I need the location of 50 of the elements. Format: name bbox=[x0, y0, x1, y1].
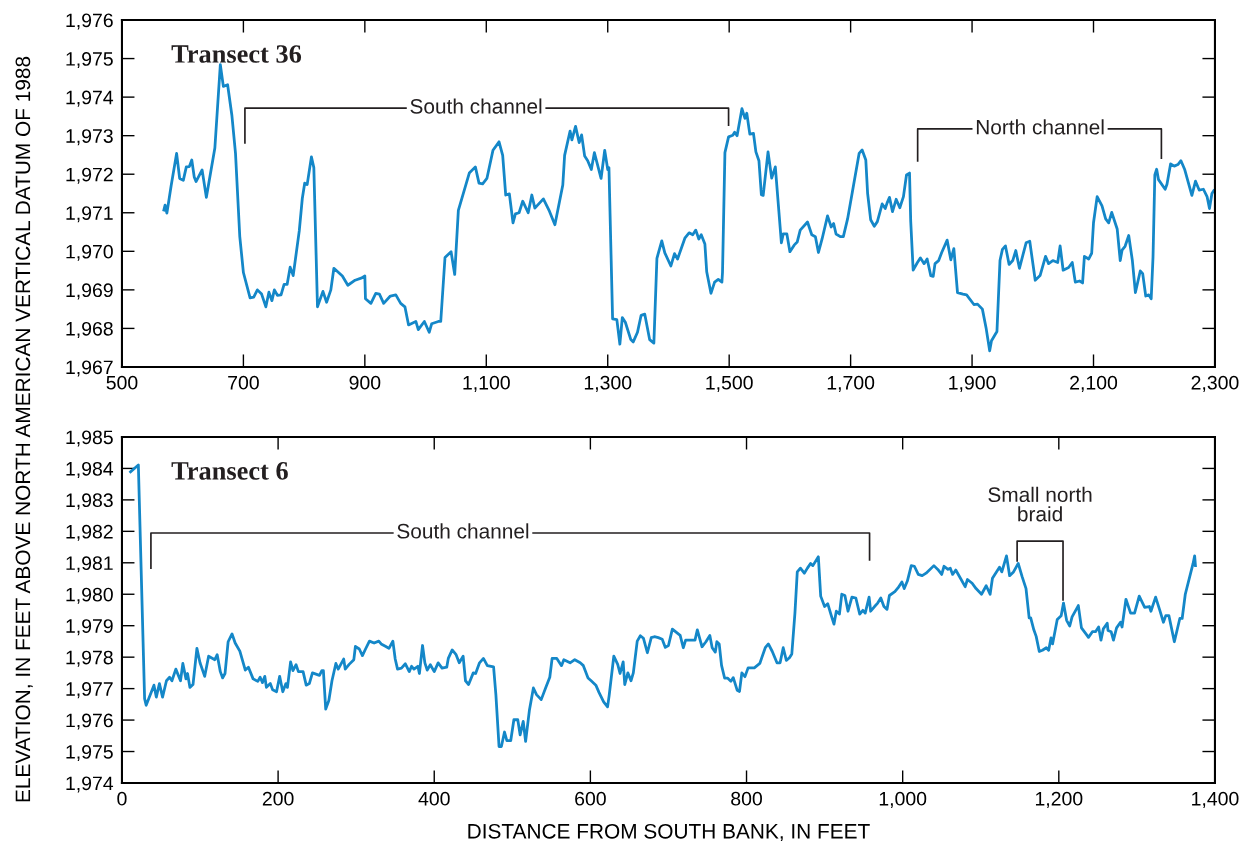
y-tick-label: 1,976 bbox=[66, 13, 113, 30]
x-tick-label: 1,500 bbox=[706, 375, 753, 392]
x-tick-label: 1,200 bbox=[1035, 791, 1083, 808]
x-tick-label: 200 bbox=[262, 791, 294, 806]
x-tick-label: 800 bbox=[731, 791, 762, 806]
y-tick-label: 1,967 bbox=[66, 360, 113, 377]
annotation: South channel bbox=[397, 523, 529, 539]
annotation: South channel bbox=[410, 98, 542, 114]
x-axis-title: DISTANCE FROM SOUTH BANK, IN FEET bbox=[468, 823, 870, 842]
y-tick-label: 1,981 bbox=[66, 556, 113, 573]
line-series bbox=[162, 63, 1215, 353]
y-axis-title: ELEVATION, IN FEET ABOVE NORTH AMERICAN VERTICAL DATUM OF 1988 bbox=[15, 56, 33, 802]
annotation: Small north braid bbox=[988, 486, 1092, 522]
y-tick-label: 1,974 bbox=[66, 90, 114, 107]
x-tick-label: 2,100 bbox=[1070, 375, 1118, 392]
x-tick-label: 700 bbox=[228, 375, 259, 390]
text: Transect 6 bbox=[171, 462, 288, 480]
x-tick-label: 1,000 bbox=[879, 791, 927, 808]
x-tick-label: 1,300 bbox=[584, 375, 632, 392]
x-tick-label: 400 bbox=[418, 791, 450, 806]
y-tick-label: 1,971 bbox=[66, 206, 113, 223]
y-tick-label: 1,983 bbox=[66, 493, 113, 510]
x-tick-label: 2,300 bbox=[1191, 375, 1239, 392]
y-tick-label: 1,975 bbox=[66, 744, 113, 762]
y-tick-label: 1,975 bbox=[66, 52, 113, 69]
x-tick-label: 900 bbox=[349, 375, 381, 390]
x-tick-label: 1,900 bbox=[949, 375, 996, 392]
x-tick-label: 1,100 bbox=[463, 375, 510, 392]
y-tick-label: 1,970 bbox=[66, 244, 113, 261]
y-tick-label: 1,985 bbox=[66, 430, 113, 447]
y-tick-label: 1,978 bbox=[66, 650, 113, 667]
line-series bbox=[129, 463, 1197, 748]
text: Transect 36 bbox=[171, 45, 302, 63]
y-tick-label: 1,980 bbox=[66, 587, 113, 604]
y-tick-label: 1,976 bbox=[66, 713, 113, 730]
x-tick-label: 1,700 bbox=[827, 375, 875, 392]
annotation: North channel bbox=[976, 119, 1104, 135]
x-tick-label: 500 bbox=[106, 375, 138, 390]
y-tick-label: 1,982 bbox=[66, 524, 113, 541]
y-tick-label: 1,969 bbox=[66, 283, 113, 300]
y-tick-label: 1,974 bbox=[66, 776, 114, 793]
y-tick-label: 1,973 bbox=[66, 129, 113, 146]
x-tick-label: 1,400 bbox=[1192, 791, 1239, 808]
y-tick-label: 1,979 bbox=[66, 619, 113, 636]
y-tick-label: 1,968 bbox=[66, 321, 113, 338]
y-tick-label: 1,972 bbox=[66, 167, 113, 184]
y-tick-label: 1,984 bbox=[66, 461, 114, 478]
x-tick-label: 600 bbox=[575, 791, 606, 806]
y-tick-label: 1,977 bbox=[66, 682, 113, 699]
x-tick-label: 0 bbox=[117, 791, 127, 806]
